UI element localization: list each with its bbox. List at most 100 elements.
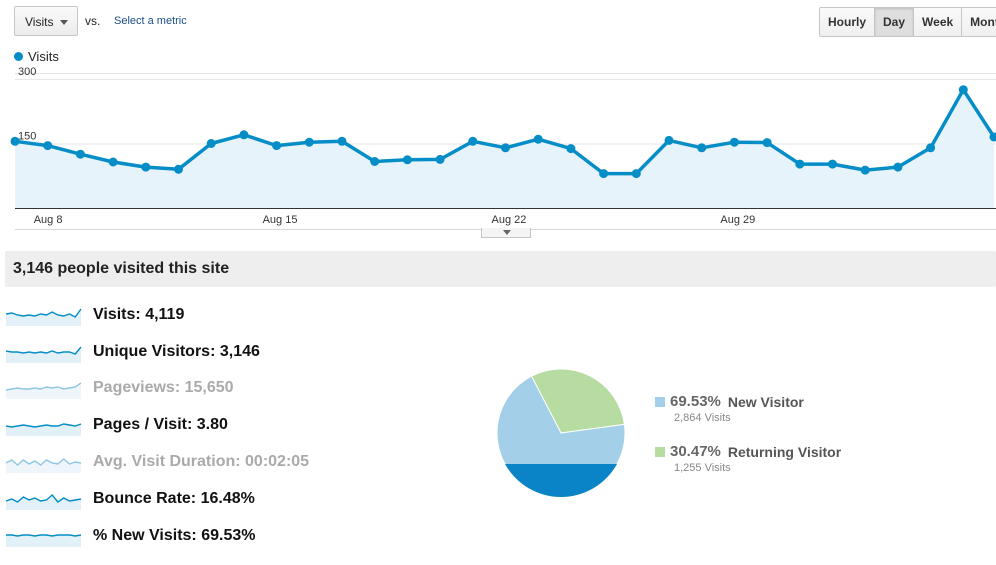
legend-name: Returning Visitor xyxy=(727,443,842,460)
legend-name: New Visitor xyxy=(727,393,804,410)
metric-label: Bounce Rate xyxy=(93,490,191,507)
data-point[interactable] xyxy=(75,149,85,159)
data-point[interactable] xyxy=(599,169,609,179)
metric-value: 3.80 xyxy=(196,416,228,433)
pie-shading xyxy=(505,464,617,498)
data-point[interactable] xyxy=(501,143,510,153)
sparkline-icon xyxy=(6,423,82,436)
metric-row-visits: Visits: 4,119 xyxy=(6,302,184,328)
metric-label: Avg. Visit Duration xyxy=(93,453,236,470)
metric-value: 3,146 xyxy=(219,343,260,360)
data-point[interactable] xyxy=(43,141,53,151)
data-point[interactable] xyxy=(402,155,412,165)
metric-value: 69.53% xyxy=(201,527,256,544)
legend-visits: 2,864 Visits xyxy=(674,412,731,424)
data-point[interactable] xyxy=(174,164,183,174)
data-point[interactable] xyxy=(435,154,445,164)
y-tick-label: 150 xyxy=(18,130,36,142)
legend-dot-icon xyxy=(14,52,23,61)
legend-percent: 69.53% xyxy=(670,393,721,410)
data-point[interactable] xyxy=(893,162,903,172)
summary-headline: 3,146 people visited this site xyxy=(5,251,996,287)
sparkline-icon xyxy=(6,382,82,399)
data-point[interactable] xyxy=(989,132,996,142)
sparkline-icon xyxy=(6,493,82,510)
data-point[interactable] xyxy=(206,139,216,148)
visitor-type-pie-chart xyxy=(496,368,626,498)
sparkline-icon xyxy=(6,308,82,326)
legend-swatch-icon xyxy=(655,396,665,407)
x-tick-label: Aug 22 xyxy=(492,214,527,226)
metric-text: Pageviews: 15,650 xyxy=(93,379,234,396)
chevron-down-icon xyxy=(503,230,511,235)
metric-value: 15,650 xyxy=(184,379,234,396)
data-point[interactable] xyxy=(533,134,543,144)
metric-select[interactable]: Visits xyxy=(14,6,78,36)
metric-label: Unique Visitors xyxy=(93,343,211,360)
metric-text: Avg. Visit Duration: 00:02:05 xyxy=(93,453,310,470)
hourly-button[interactable]: Hourly xyxy=(820,8,875,36)
data-point[interactable] xyxy=(664,135,674,145)
metric-text: % New Visits: 69.53% xyxy=(93,527,256,544)
metric-row-avg-visit-duration: Avg. Visit Duration: 00:02:05 xyxy=(6,449,309,475)
x-tick-label: Aug 15 xyxy=(263,214,298,226)
granularity-toggle: Hourly Day Week Month xyxy=(819,7,996,37)
chevron-down-icon xyxy=(60,20,68,25)
metric-label: Pages / Visit xyxy=(93,416,187,433)
data-point[interactable] xyxy=(337,136,347,146)
legend-visits: 1,255 Visits xyxy=(674,462,731,474)
visits-line-chart: 150 300 Aug 8 Aug 15 Aug 22 Aug 29 xyxy=(10,66,996,230)
data-point[interactable] xyxy=(762,138,772,148)
legend-label: Visits xyxy=(28,49,59,64)
sparkline-icon xyxy=(6,346,82,363)
data-point[interactable] xyxy=(697,143,707,153)
sparkline-icon xyxy=(6,458,82,473)
metric-row-pages-per-visit: Pages / Visit: 3.80 xyxy=(6,412,228,438)
legend-swatch-icon xyxy=(655,446,665,457)
data-point[interactable] xyxy=(860,165,870,175)
sparkline-icon xyxy=(6,534,82,547)
pie-legend-new-visitor: 69.53% New Visitor 2,864 Visits xyxy=(655,393,804,424)
metric-value: 16.48% xyxy=(200,490,255,507)
day-button[interactable]: Day xyxy=(874,8,914,36)
metric-label: Pageviews xyxy=(93,379,175,396)
metric-value: 00:02:05 xyxy=(245,453,310,470)
pie-legend-returning-visitor: 30.47% Returning Visitor 1,255 Visits xyxy=(655,443,841,474)
data-point[interactable] xyxy=(304,137,314,147)
metric-label: % New Visits xyxy=(93,527,192,544)
x-tick-label: Aug 29 xyxy=(720,214,755,226)
metric-row-bounce-rate: Bounce Rate: 16.48% xyxy=(6,486,255,512)
metric-text: Pages / Visit: 3.80 xyxy=(93,416,228,433)
select-metric-link[interactable]: Select a metric xyxy=(114,15,187,27)
metric-text: Unique Visitors: 3,146 xyxy=(93,343,260,360)
metric-select-label: Visits xyxy=(25,15,54,29)
chart-resize-handle[interactable] xyxy=(481,228,531,238)
data-point[interactable] xyxy=(566,144,576,154)
data-point[interactable] xyxy=(795,159,805,169)
data-point[interactable] xyxy=(828,159,837,169)
data-point[interactable] xyxy=(631,169,641,179)
y-tick-label: 300 xyxy=(18,66,36,78)
metric-row-new-visits: % New Visits: 69.53% xyxy=(6,523,255,549)
week-button[interactable]: Week xyxy=(913,8,962,36)
month-button[interactable]: Month xyxy=(961,8,996,36)
metric-label: Visits xyxy=(93,306,136,323)
vs-label: vs. xyxy=(85,14,101,28)
data-point[interactable] xyxy=(239,130,249,140)
data-point[interactable] xyxy=(141,162,151,172)
x-tick-label: Aug 8 xyxy=(34,214,63,226)
pie-slice-returning-visitor[interactable] xyxy=(530,368,625,434)
data-point[interactable] xyxy=(958,85,968,95)
data-point[interactable] xyxy=(729,137,739,147)
data-point[interactable] xyxy=(108,157,118,167)
metric-text: Visits: 4,119 xyxy=(93,306,185,323)
data-point[interactable] xyxy=(926,143,936,153)
metric-text: Bounce Rate: 16.48% xyxy=(93,490,255,507)
legend-percent: 30.47% xyxy=(670,443,721,460)
data-point[interactable] xyxy=(10,136,20,146)
data-point[interactable] xyxy=(272,141,282,151)
data-point[interactable] xyxy=(468,136,478,146)
metric-row-unique-visitors: Unique Visitors: 3,146 xyxy=(6,339,260,365)
chart-legend: Visits xyxy=(14,49,59,64)
data-point[interactable] xyxy=(370,157,380,166)
